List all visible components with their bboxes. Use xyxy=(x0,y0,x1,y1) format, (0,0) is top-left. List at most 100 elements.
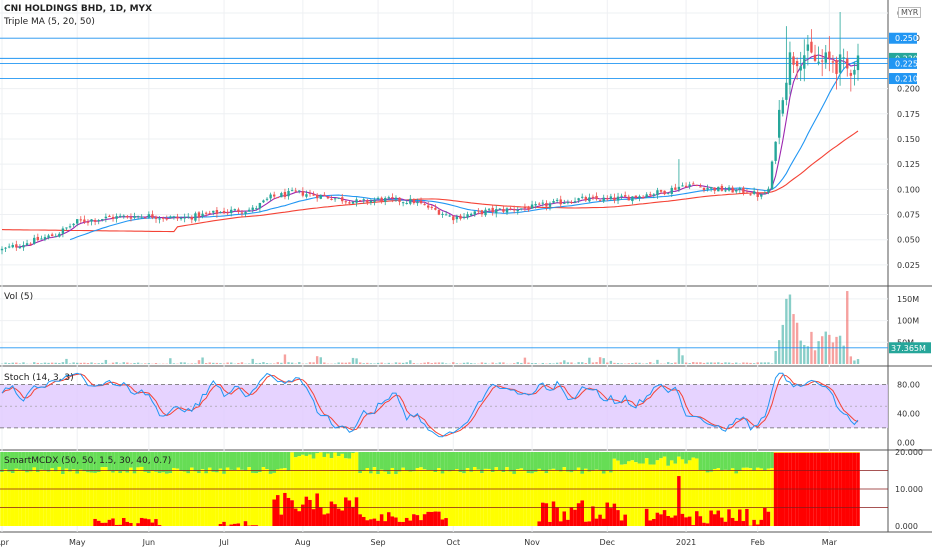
candle-body xyxy=(634,195,638,198)
mcdx-yellow-bar xyxy=(114,470,119,525)
mcdx-green-bar xyxy=(587,452,592,472)
volume-bar xyxy=(555,362,559,364)
candle-body xyxy=(387,197,391,199)
mcdx-red-bar xyxy=(601,518,606,526)
currency-badge[interactable]: MYR xyxy=(898,7,922,18)
volume-label[interactable]: Vol (5) xyxy=(4,292,34,302)
candle-body xyxy=(434,208,437,210)
mcdx-yellow-bar xyxy=(354,452,359,498)
candle-body xyxy=(4,247,7,249)
candle-body xyxy=(473,211,476,215)
mcdx-yellow-bar xyxy=(501,472,506,526)
candle-body xyxy=(591,196,595,198)
mcdx-red-bar xyxy=(236,523,241,526)
candle-body xyxy=(330,198,333,200)
mcdx-yellow-bar xyxy=(816,452,821,453)
mcdx-red-bar xyxy=(390,516,395,526)
mcdx-yellow-bar xyxy=(132,473,137,526)
mcdx-yellow-bar xyxy=(505,467,509,526)
mcdx-yellow-bar xyxy=(702,470,706,523)
volume-tag-bg xyxy=(889,342,931,354)
volume-bar xyxy=(541,362,545,364)
mcdx-yellow-bar xyxy=(813,452,817,453)
mcdx-green-bar xyxy=(243,452,248,471)
mcdx-yellow-bar xyxy=(404,470,409,518)
volume-bar xyxy=(523,357,527,364)
mcdx-yellow-bar xyxy=(164,473,169,526)
mcdx-green-bar xyxy=(659,452,663,459)
mcdx-yellow-bar xyxy=(576,467,581,504)
candle-body xyxy=(430,206,433,208)
stoch-label[interactable]: Stoch (14, 3, 3) xyxy=(4,373,74,383)
candle-body xyxy=(101,218,104,221)
candle-body xyxy=(588,197,591,202)
mcdx-red-bar xyxy=(705,523,710,526)
volume-bar xyxy=(495,363,498,364)
volume-bar xyxy=(699,362,702,364)
candle-body xyxy=(555,199,559,201)
mcdx-green-bar xyxy=(329,452,334,459)
mcdx-red-bar xyxy=(738,509,742,526)
mcdx-label[interactable]: SmartMCDX (50, 50, 1.5, 30, 40, 0.7) xyxy=(4,456,172,466)
mcdx-green-bar xyxy=(344,452,348,459)
mcdx-red-bar xyxy=(759,519,764,526)
volume-bar xyxy=(11,362,14,364)
mcdx-green-bar xyxy=(326,452,330,454)
mcdx-red-bar xyxy=(691,525,696,526)
mcdx-red-bar xyxy=(813,452,817,526)
volume-bar xyxy=(427,362,430,364)
volume-bar xyxy=(803,344,806,364)
mcdx-red-bar xyxy=(849,452,853,526)
mcdx-green-bar xyxy=(390,452,395,468)
mcdx-yellow-bar xyxy=(3,469,8,526)
mcdx-green-bar xyxy=(61,452,65,475)
mcdx-yellow-bar xyxy=(841,452,846,453)
volume-bar xyxy=(215,362,219,364)
candle-body xyxy=(666,192,670,194)
volume-bar xyxy=(709,362,713,364)
mcdx-yellow-bar xyxy=(125,472,130,522)
mcdx-yellow-bar xyxy=(233,470,237,524)
volume-bar xyxy=(598,357,602,364)
candle-body xyxy=(738,187,742,190)
candle-body xyxy=(341,197,344,202)
mcdx-yellow-bar xyxy=(777,452,782,453)
ma-indicator-label[interactable]: Triple MA (5, 20, 50) xyxy=(4,17,95,27)
mcdx-yellow-bar xyxy=(838,452,842,453)
price-tick-label: 0.100 xyxy=(897,185,920,194)
mcdx-yellow-bar xyxy=(849,452,853,453)
volume-bar xyxy=(65,358,68,364)
candle-body xyxy=(763,193,767,195)
mcdx-red-bar xyxy=(569,507,574,526)
mcdx-yellow-bar xyxy=(533,471,538,526)
volume-bar xyxy=(717,362,720,364)
volume-bar xyxy=(695,362,699,364)
candle-body xyxy=(140,216,143,218)
candle-body xyxy=(344,201,348,203)
mcdx-yellow-bar xyxy=(218,468,223,525)
candle-body xyxy=(409,198,412,204)
mcdx-yellow-bar xyxy=(512,473,516,526)
mcdx-green-bar xyxy=(190,452,194,468)
volume-bar xyxy=(745,362,749,364)
mcdx-yellow-bar xyxy=(408,471,413,521)
volume-bar xyxy=(835,336,838,364)
mcdx-red-bar xyxy=(551,501,556,526)
mcdx-yellow-bar xyxy=(71,469,76,526)
volume-bar xyxy=(645,363,648,364)
volume-bar xyxy=(795,322,799,364)
mcdx-yellow-bar xyxy=(57,466,62,526)
mcdx-green-bar xyxy=(695,452,699,459)
mcdx-yellow-bar xyxy=(175,468,180,526)
mcdx-yellow-bar xyxy=(254,473,259,526)
candle-body xyxy=(652,194,656,196)
time-axis-label: Jun xyxy=(142,538,156,547)
mcdx-yellow-bar xyxy=(225,467,230,526)
candle-body xyxy=(817,61,820,63)
mcdx-green-bar xyxy=(247,452,251,468)
volume-bar xyxy=(33,362,36,364)
mcdx-green-bar xyxy=(279,452,284,469)
mcdx-yellow-bar xyxy=(415,468,420,516)
mcdx-yellow-bar xyxy=(723,469,728,522)
